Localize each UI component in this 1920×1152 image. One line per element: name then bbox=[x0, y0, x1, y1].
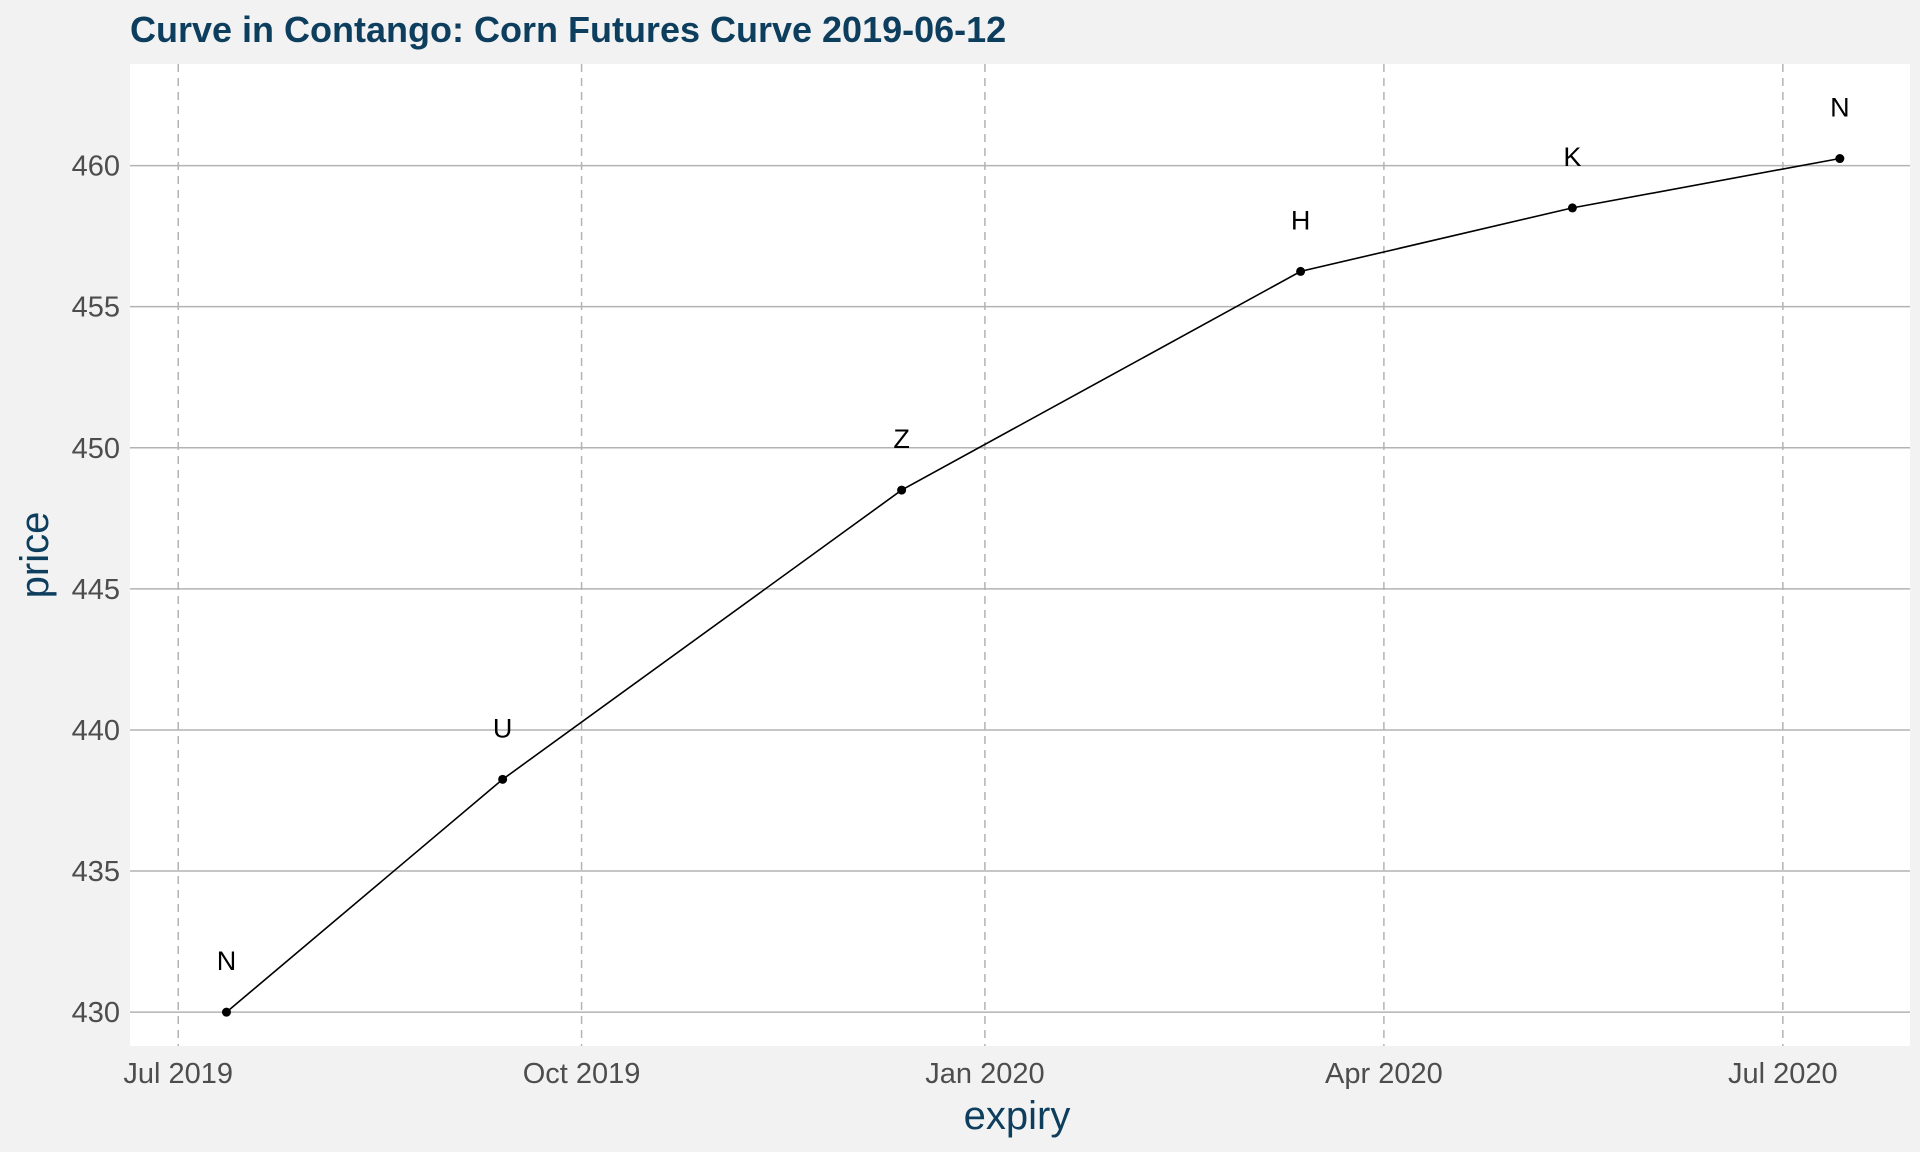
data-point bbox=[1567, 203, 1577, 213]
y-tick-label: 450 bbox=[72, 433, 120, 465]
y-tick-label: 430 bbox=[72, 997, 120, 1029]
x-tick-label: Oct 2019 bbox=[523, 1058, 641, 1090]
series-layer: N U Z H K N bbox=[217, 93, 1850, 1017]
chart-title: Curve in Contango: Corn Futures Curve 20… bbox=[130, 9, 1006, 50]
y-tick-label: 455 bbox=[72, 292, 120, 324]
y-axis-title: price bbox=[13, 512, 57, 599]
y-tick-label: 440 bbox=[72, 715, 120, 747]
data-point-label: K bbox=[1563, 142, 1581, 172]
x-tick-label: Apr 2020 bbox=[1325, 1058, 1443, 1090]
data-point bbox=[221, 1007, 231, 1017]
y-tick-label: 445 bbox=[72, 574, 120, 606]
data-point-label: N bbox=[217, 946, 237, 976]
data-point-label: H bbox=[1291, 205, 1311, 235]
data-point-label: N bbox=[1830, 93, 1850, 123]
data-point-label: Z bbox=[893, 424, 910, 454]
data-point bbox=[1835, 154, 1845, 164]
data-point bbox=[897, 485, 907, 495]
plot-panel bbox=[130, 64, 1910, 1046]
grid-lines bbox=[130, 64, 1910, 1046]
y-tick-label: 460 bbox=[72, 151, 120, 183]
x-axis-title: expiry bbox=[964, 1094, 1071, 1138]
data-point bbox=[498, 774, 508, 784]
x-tick-label: Jan 2020 bbox=[925, 1058, 1044, 1090]
series-line bbox=[225, 157, 1841, 1013]
x-tick-label: Jul 2019 bbox=[123, 1058, 233, 1090]
axis-ticks: 430 435 440 445 450 455 460 Jul 2019 Oct 2019 Jan… bbox=[72, 151, 1838, 1090]
y-tick-label: 435 bbox=[72, 856, 120, 888]
data-point bbox=[1296, 266, 1306, 276]
data-point-label: U bbox=[493, 713, 513, 743]
x-tick-label: Jul 2020 bbox=[1728, 1058, 1838, 1090]
